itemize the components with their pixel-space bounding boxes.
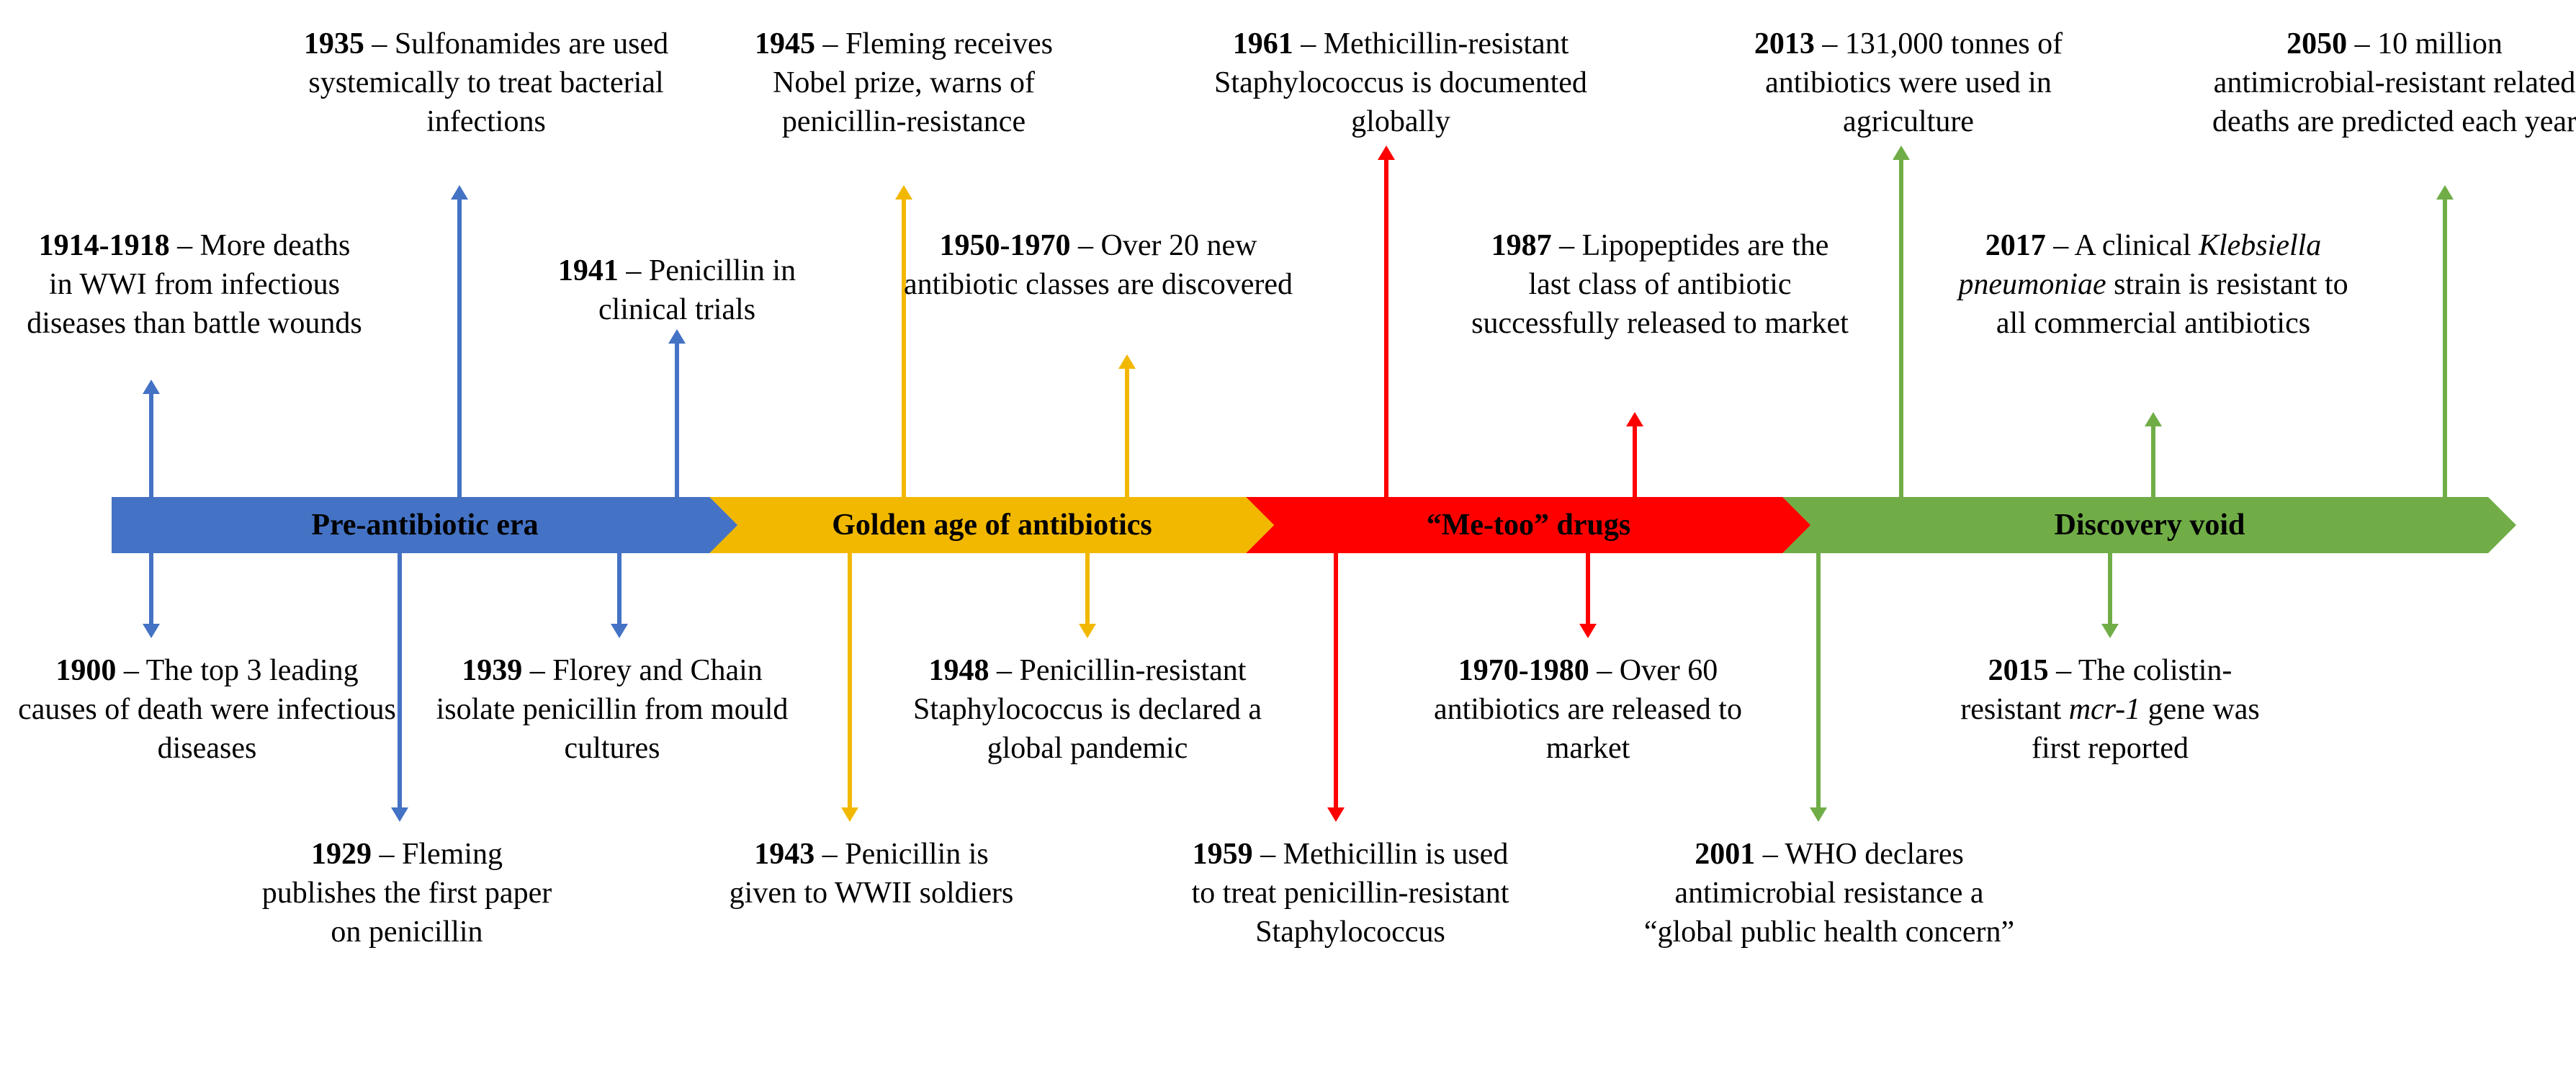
event-year: 1945 xyxy=(755,27,815,61)
event-year: 1939 xyxy=(462,654,522,687)
event-year: 1959 xyxy=(1193,838,1253,871)
connector-e-1900 xyxy=(149,553,153,625)
event-e-1900: 1900 – The top 3 leading causes of death… xyxy=(14,652,400,768)
era-label: “Me-too” drugs xyxy=(1398,508,1630,542)
event-e-2015: 2015 – The colistin-resistant mcr-1 gene… xyxy=(1941,652,2279,768)
connector-e-1943 xyxy=(848,553,852,809)
connector-e-2015 xyxy=(2108,553,2112,625)
event-e-1929: 1929 – Fleming publishes the first paper… xyxy=(252,836,562,952)
connector-e-1941 xyxy=(675,342,679,497)
era-label: Golden age of antibiotics xyxy=(803,508,1152,542)
connector-e-1939 xyxy=(617,553,621,625)
event-year: 1950-1970 xyxy=(940,229,1071,262)
connector-e-1987 xyxy=(1633,425,1637,497)
era-ribbon: Pre-antibiotic era Golden age of antibiot… xyxy=(112,497,2488,553)
event-e-1935: 1935 – Sulfonamides are used systemicall… xyxy=(284,25,688,141)
connector-e-1961 xyxy=(1384,158,1388,497)
event-e-1914: 1914-1918 – More deaths in WWI from infe… xyxy=(25,227,364,343)
event-year: 1941 xyxy=(558,254,619,287)
event-year: 2015 xyxy=(1988,654,2049,687)
event-year: 1935 xyxy=(304,27,364,61)
era-golden: Golden age of antibiotics xyxy=(709,497,1246,553)
era-label: Pre-antibiotic era xyxy=(282,508,538,542)
event-year: 2017 xyxy=(1985,229,2046,262)
event-e-2001: 2001 – WHO declares antimicrobial resist… xyxy=(1638,836,2020,952)
event-e-1950: 1950-1970 – Over 20 new antibiotic class… xyxy=(900,227,1296,305)
event-e-1970: 1970-1980 – Over 60 antibiotics are rele… xyxy=(1415,652,1761,768)
event-year: 1961 xyxy=(1233,27,1293,61)
connector-e-2001 xyxy=(1816,553,1821,809)
connector-e-1970 xyxy=(1586,553,1590,625)
event-year: 1914-1918 xyxy=(39,229,170,262)
event-e-1948: 1948 – Penicillin-resistant Staphylococc… xyxy=(897,652,1278,768)
event-year: 1900 xyxy=(55,654,116,687)
connector-e-1914 xyxy=(149,393,153,497)
era-label: Discovery void xyxy=(2026,508,2245,542)
connector-e-1959 xyxy=(1334,553,1338,809)
connector-e-1935 xyxy=(457,198,462,497)
event-year: 2050 xyxy=(2286,27,2347,61)
connector-e-1948 xyxy=(1085,553,1090,625)
event-e-1961: 1961 – Methicillin-resistant Staphylococ… xyxy=(1210,25,1592,141)
event-e-2017: 2017 – A clinical Klebsiella pneumoniae … xyxy=(1944,227,2362,343)
event-year: 1929 xyxy=(311,838,372,871)
connector-e-1950 xyxy=(1125,367,1129,497)
event-text: – Fleming receives Nobel prize, warns of… xyxy=(773,27,1053,138)
event-year: 1943 xyxy=(754,838,814,871)
connector-e-2050 xyxy=(2443,198,2447,497)
event-e-2013: 2013 – 131,000 tonnes of antibiotics wer… xyxy=(1725,25,2092,141)
connector-e-2017 xyxy=(2151,425,2155,497)
era-void: Discovery void xyxy=(1782,497,2488,553)
era-metoo: “Me-too” drugs xyxy=(1246,497,1782,553)
antibiotic-timeline: Pre-antibiotic era Golden age of antibiot… xyxy=(0,0,2576,1079)
event-e-1943: 1943 – Penicillin is given to WWII soldi… xyxy=(720,836,1023,913)
connector-e-2013 xyxy=(1899,158,1903,497)
event-year: 2001 xyxy=(1695,838,1755,871)
event-year: 1987 xyxy=(1491,229,1552,262)
event-year: 1970-1980 xyxy=(1458,654,1589,687)
event-text: – Fleming publishes the first paper on p… xyxy=(262,838,552,949)
era-pre: Pre-antibiotic era xyxy=(112,497,709,553)
event-e-2050: 2050 – 10 million antimicrobial-resistan… xyxy=(2204,25,2576,141)
event-e-1941: 1941 – Penicillin in clinical trials xyxy=(511,252,843,330)
event-year: 2013 xyxy=(1754,27,1815,61)
event-e-1959: 1959 – Methicillin is used to treat peni… xyxy=(1181,836,1520,952)
event-text: – 10 million antimicrobial-resistant rel… xyxy=(2212,27,2576,138)
event-e-1939: 1939 – Florey and Chain isolate penicill… xyxy=(425,652,799,768)
event-e-1987: 1987 – Lipopeptides are the last class o… xyxy=(1469,227,1851,343)
event-text: – Penicillin in clinical trials xyxy=(598,254,796,326)
event-e-1945: 1945 – Fleming receives Nobel prize, war… xyxy=(724,25,1084,141)
event-year: 1948 xyxy=(929,654,989,687)
